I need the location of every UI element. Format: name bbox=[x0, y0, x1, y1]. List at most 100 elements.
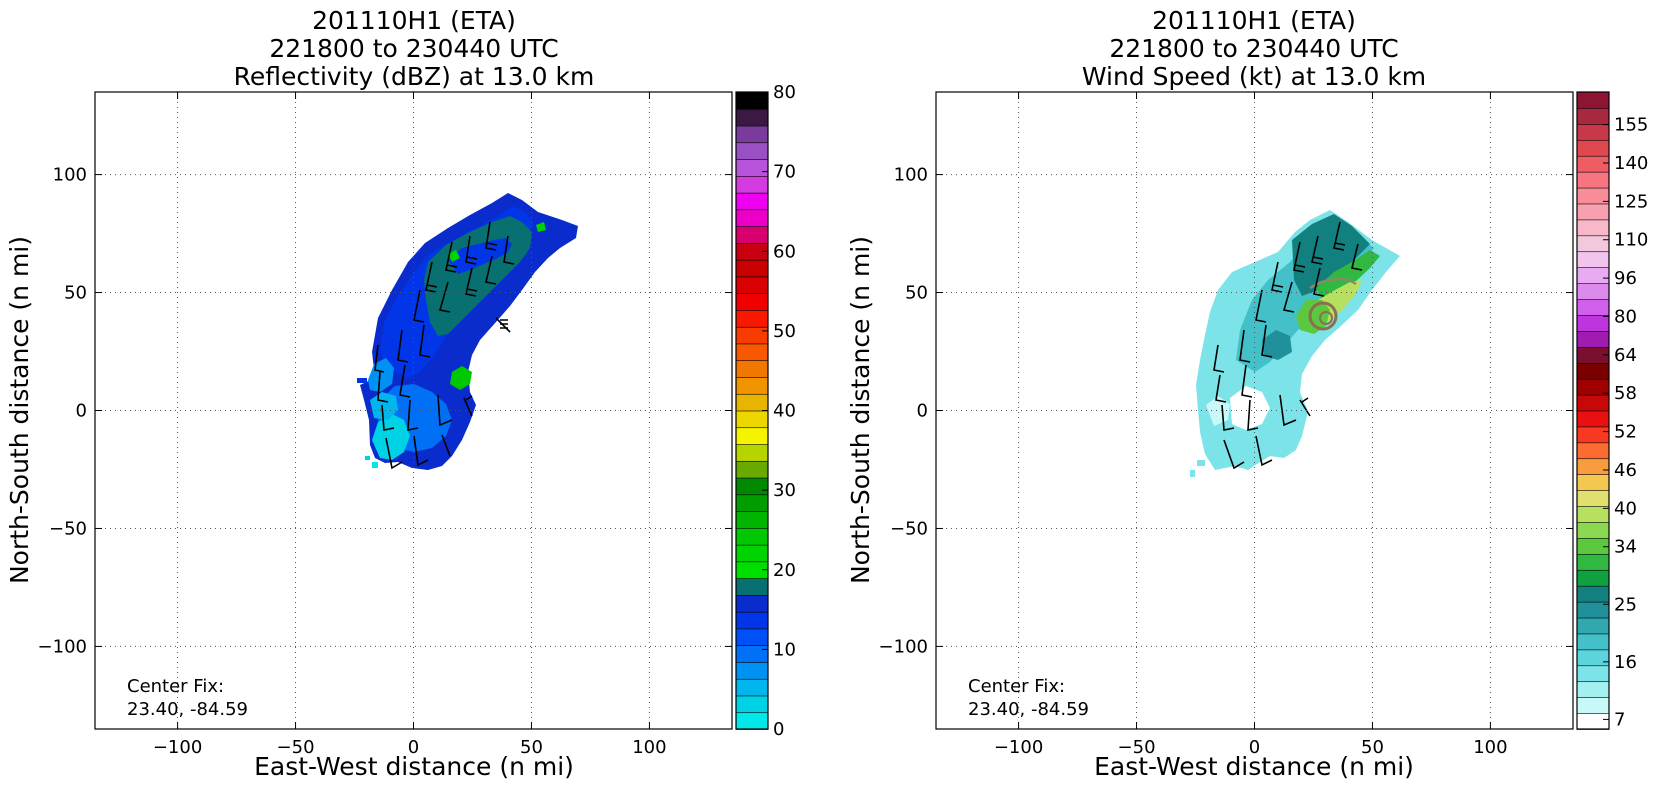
colorbar-swatch bbox=[1576, 155, 1610, 173]
x-tick-label: 100 bbox=[1473, 737, 1507, 758]
colorbar-swatch bbox=[1576, 442, 1610, 460]
colorbar-swatch bbox=[735, 577, 769, 596]
colorbar-tick-label: 25 bbox=[1614, 594, 1637, 615]
colorbar-tick-label: 46 bbox=[1614, 460, 1637, 481]
reflectivity-field bbox=[357, 193, 578, 470]
colorbar-swatch bbox=[735, 276, 769, 294]
left-title-line-3: Reflectivity (dBZ) at 13.0 km bbox=[234, 62, 595, 91]
colorbar-swatch bbox=[735, 711, 769, 730]
colorbar-swatch bbox=[1576, 712, 1610, 730]
left-colorbar: 0 10 20 30 40 50 60 70 80 bbox=[735, 82, 796, 740]
colorbar-swatch bbox=[735, 359, 769, 378]
colorbar-swatch bbox=[1576, 91, 1610, 109]
colorbar-swatch bbox=[1576, 219, 1610, 237]
colorbar-swatch bbox=[735, 460, 769, 479]
colorbar-swatch bbox=[735, 393, 769, 412]
colorbar-swatch bbox=[1576, 410, 1610, 428]
colorbar-swatch bbox=[735, 158, 769, 177]
colorbar-swatch bbox=[735, 108, 769, 127]
panel-wind-speed: 201110H1 (ETA) 221800 to 230440 UTC Wind… bbox=[846, 6, 1648, 781]
colorbar-swatch bbox=[1576, 282, 1610, 300]
colorbar-swatch bbox=[735, 494, 769, 512]
colorbar-swatch bbox=[1576, 426, 1610, 444]
colorbar-swatch bbox=[735, 125, 769, 144]
colorbar-tick-label: 155 bbox=[1614, 115, 1648, 136]
colorbar-swatch bbox=[735, 309, 769, 328]
colorbar-tick-label: 140 bbox=[1614, 153, 1648, 174]
colorbar-swatch bbox=[1576, 362, 1610, 380]
colorbar-swatch bbox=[735, 611, 769, 630]
colorbar-swatch bbox=[735, 259, 769, 278]
left-title-line-1: 201110H1 (ETA) bbox=[312, 6, 516, 35]
colorbar-swatch bbox=[735, 292, 769, 311]
colorbar-swatch bbox=[1576, 473, 1610, 491]
colorbar-swatch bbox=[735, 376, 769, 395]
wind-speed-field bbox=[1190, 210, 1400, 477]
colorbar-tick-label: 40 bbox=[1614, 498, 1637, 519]
colorbar-swatch bbox=[735, 695, 769, 714]
colorbar-swatch bbox=[1576, 489, 1610, 507]
x-tick-label: 100 bbox=[632, 737, 666, 758]
colorbar-swatch bbox=[735, 443, 769, 462]
right-center-fix-value: 23.40, -84.59 bbox=[968, 699, 1089, 720]
left-center-fix-value: 23.40, -84.59 bbox=[127, 699, 248, 720]
colorbar-tick-label: 64 bbox=[1614, 345, 1637, 366]
y-tick-label: −100 bbox=[38, 636, 87, 657]
colorbar-swatch bbox=[735, 343, 769, 362]
colorbar-tick-label: 30 bbox=[773, 480, 796, 501]
x-tick-label: −50 bbox=[1118, 737, 1156, 758]
colorbar-swatch bbox=[1576, 314, 1610, 332]
colorbar-tick-label: 16 bbox=[1614, 652, 1637, 673]
right-x-axis-label: East-West distance (n mi) bbox=[1094, 752, 1414, 781]
left-x-axis-label: East-West distance (n mi) bbox=[254, 752, 574, 781]
colorbar-tick-label: 40 bbox=[773, 401, 796, 422]
colorbar-swatch bbox=[1576, 203, 1610, 221]
right-title-line-2: 221800 to 230440 UTC bbox=[1109, 34, 1398, 63]
y-tick-label: −50 bbox=[890, 518, 928, 539]
colorbar-swatch bbox=[1576, 107, 1610, 125]
colorbar-tick-label: 110 bbox=[1614, 230, 1648, 251]
colorbar-swatch bbox=[1576, 298, 1610, 316]
left-axes: −100 −50 0 50 100 −100 −50 0 50 100 bbox=[38, 92, 732, 758]
right-title-line-1: 201110H1 (ETA) bbox=[1152, 6, 1356, 35]
colorbar-swatch bbox=[735, 225, 769, 244]
y-tick-label: 50 bbox=[64, 283, 87, 304]
colorbar-swatch bbox=[735, 678, 769, 697]
colorbar-tick-label: 60 bbox=[773, 241, 796, 262]
colorbar-swatch bbox=[735, 661, 769, 680]
colorbar-tick-label: 96 bbox=[1614, 268, 1637, 289]
colorbar-swatch bbox=[735, 192, 769, 211]
left-plot-frame bbox=[94, 91, 733, 730]
x-tick-label: 0 bbox=[1249, 737, 1260, 758]
colorbar-swatch bbox=[735, 644, 769, 663]
colorbar-tick-label: 58 bbox=[1614, 383, 1637, 404]
right-wind-barbs bbox=[1213, 221, 1363, 470]
colorbar-swatch bbox=[1576, 649, 1610, 667]
right-y-axis-label: North-South distance (n mi) bbox=[846, 236, 875, 584]
right-plot-frame bbox=[935, 91, 1574, 730]
colorbar-swatch bbox=[735, 477, 769, 496]
colorbar-swatch bbox=[1576, 696, 1610, 714]
colorbar-swatch bbox=[735, 410, 769, 429]
colorbar-tick-label: 7 bbox=[1614, 709, 1625, 730]
colorbar-swatch bbox=[1576, 378, 1610, 396]
y-tick-label: 0 bbox=[917, 401, 928, 422]
colorbar-tick-label: 34 bbox=[1614, 537, 1637, 558]
colorbar-tick-label: 70 bbox=[773, 162, 796, 183]
colorbar-swatch bbox=[1576, 553, 1610, 571]
colorbar-swatch bbox=[1576, 664, 1610, 683]
right-axes: −100 −50 0 50 100 −100 −50 0 50 100 bbox=[879, 92, 1573, 758]
colorbar-swatch bbox=[735, 209, 769, 227]
colorbar-tick-label: 0 bbox=[773, 719, 784, 740]
colorbar-swatch bbox=[1576, 680, 1610, 698]
x-tick-label: −100 bbox=[994, 737, 1043, 758]
colorbar-tick-label: 50 bbox=[773, 321, 796, 342]
left-center-fix-label: Center Fix: bbox=[127, 676, 224, 697]
colorbar-swatch bbox=[1576, 171, 1610, 189]
left-title-line-2: 221800 to 230440 UTC bbox=[269, 34, 558, 63]
colorbar-swatch bbox=[735, 628, 769, 646]
colorbar-frame bbox=[1576, 91, 1610, 730]
y-tick-label: −50 bbox=[49, 518, 87, 539]
right-center-fix-label: Center Fix: bbox=[968, 676, 1065, 697]
colorbar-swatch bbox=[735, 426, 769, 445]
